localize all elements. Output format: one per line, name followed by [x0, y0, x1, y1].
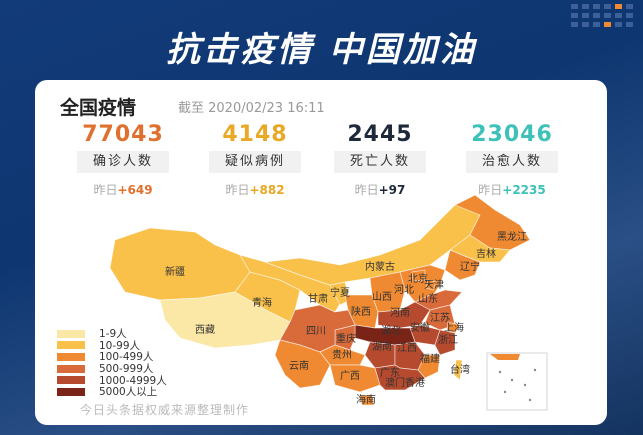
stat-2: 2445 死亡人数 昨日+97 — [320, 122, 440, 198]
legend-item: 1000-4999人 — [57, 374, 167, 387]
legend-item: 500-999人 — [57, 363, 167, 375]
province-anhui — [409, 324, 441, 346]
stat-yesterday: 昨日+97 — [320, 181, 440, 198]
yesterday-prefix: 昨日 — [93, 183, 118, 197]
province-label-guangxi: 广西 — [340, 370, 360, 382]
stat-label: 治愈人数 — [466, 151, 558, 173]
stats-card: 全国疫情 截至 2020/02/23 16:11 77043 确诊人数 昨日+6… — [35, 80, 607, 425]
province-beijing — [411, 269, 426, 282]
banner-title: 抗击疫情 中国加油 — [166, 30, 477, 70]
stat-1: 4148 疑似病例 昨日+882 — [195, 122, 315, 198]
stat-yesterday: 昨日+649 — [63, 181, 183, 198]
province-hebei — [399, 264, 446, 303]
legend-label: 1000-4999人 — [99, 374, 167, 387]
province-label-yunnan: 云南 — [289, 359, 309, 372]
legend-item: 10-99人 — [57, 340, 167, 352]
legend-swatch — [57, 341, 85, 350]
province-label-qinghai: 青海 — [252, 296, 272, 309]
yesterday-prefix: 昨日 — [354, 183, 379, 197]
province-label-anhui: 安徽 — [410, 321, 430, 334]
timestamp: 截至 2020/02/23 16:11 — [178, 101, 325, 116]
province-label-ningxia: 宁夏 — [330, 286, 350, 299]
province-label-tianjin: 天津 — [424, 279, 444, 291]
province-zhejiang — [434, 329, 456, 356]
province-label-hebei: 河北 — [394, 284, 414, 296]
province-label-liaoning: 辽宁 — [460, 260, 480, 273]
stat-3: 23046 治愈人数 昨日+2235 — [452, 122, 572, 198]
yesterday-delta: +2235 — [502, 183, 546, 197]
province-label-henan: 河南 — [390, 306, 410, 319]
banner: 抗击疫情 中国加油 — [0, 0, 643, 80]
province-label-guizhou: 贵州 — [332, 348, 352, 361]
province-xinjiang — [109, 227, 251, 301]
province-guangdong — [374, 364, 426, 391]
province-label-hubei: 湖北 — [381, 325, 401, 337]
province-taiwan — [453, 359, 463, 381]
stat-label: 疑似病例 — [209, 151, 301, 173]
province-label-xizang: 西藏 — [195, 324, 215, 336]
stat-yesterday: 昨日+2235 — [452, 181, 572, 198]
map-legend: 1-9人 10-99人 100-499人 500-999人 1000-4999人 5000… — [57, 328, 167, 398]
province-label-zhejiang: 浙江 — [438, 334, 458, 346]
legend-item: 5000人以上 — [57, 386, 167, 398]
card-heading: 全国疫情 — [60, 97, 137, 119]
province-label-guangdong: 广东 — [380, 366, 400, 379]
province-label-hainan: 海南 — [356, 393, 376, 406]
province-label-gansu: 甘肃 — [308, 292, 328, 305]
legend-swatch — [57, 387, 85, 396]
stat-value: 23046 — [471, 122, 553, 147]
legend-label: 500-999人 — [99, 363, 154, 376]
province-label-shaanxi: 陕西 — [351, 305, 371, 318]
legend-swatch — [57, 329, 85, 338]
legend-item: 100-499人 — [57, 351, 167, 363]
province-hainan — [359, 394, 375, 406]
stat-value: 77043 — [82, 122, 164, 147]
province-label-sichuan: 四川 — [306, 326, 326, 337]
province-label-xinjiang: 新疆 — [165, 265, 185, 278]
yesterday-prefix: 昨日 — [225, 183, 250, 197]
province-label-jilin: 吉林 — [476, 247, 496, 260]
province-label-jiangxi: 江西 — [397, 342, 417, 354]
stat-value: 2445 — [347, 122, 413, 147]
stat-0: 77043 确诊人数 昨日+649 — [63, 122, 183, 198]
province-label-heilongjiang: 黑龙江 — [497, 230, 527, 243]
legend-label: 1-9人 — [99, 328, 127, 341]
stat-yesterday: 昨日+882 — [195, 181, 315, 198]
source-note: 今日头条据权威来源整理制作 — [80, 403, 250, 417]
decorative-pixels — [571, 4, 633, 27]
legend-item: 1-9人 — [57, 328, 167, 340]
legend-swatch — [57, 364, 85, 373]
legend-label: 10-99人 — [99, 339, 141, 352]
province-label-jiangsu: 江苏 — [430, 311, 450, 324]
stat-label: 确诊人数 — [77, 151, 169, 173]
stat-label: 死亡人数 — [334, 151, 426, 173]
yesterday-delta: +882 — [249, 183, 285, 197]
province-label-shanxi: 山西 — [372, 291, 392, 303]
yesterday-delta: +649 — [117, 183, 153, 197]
province-label-fujian: 福建 — [420, 352, 440, 365]
legend-label: 5000人以上 — [99, 386, 158, 399]
province-label-chongqing: 重庆 — [336, 332, 356, 345]
yesterday-prefix: 昨日 — [478, 183, 503, 197]
south-china-sea-inset — [486, 352, 548, 411]
province-label-neimenggu: 内蒙古 — [365, 260, 395, 273]
legend-label: 100-499人 — [99, 351, 154, 364]
province-label-shanghai: 上海 — [444, 321, 464, 334]
province-heilongjiang — [454, 194, 531, 251]
province-label-shandong: 山东 — [418, 292, 438, 305]
province-label-aomen_xianggang: 澳门香港 — [385, 376, 425, 389]
yesterday-delta: +97 — [378, 183, 406, 197]
legend-swatch — [57, 376, 85, 385]
province-henan — [377, 301, 431, 329]
province-tianjin — [425, 279, 437, 291]
province-yunnan — [274, 339, 331, 389]
province-label-hunan: 湖南 — [372, 340, 392, 353]
province-label-taiwan: 台湾 — [450, 363, 470, 376]
province-label-beijing: 北京 — [408, 272, 428, 285]
stat-value: 4148 — [222, 122, 288, 147]
legend-swatch — [57, 352, 85, 361]
